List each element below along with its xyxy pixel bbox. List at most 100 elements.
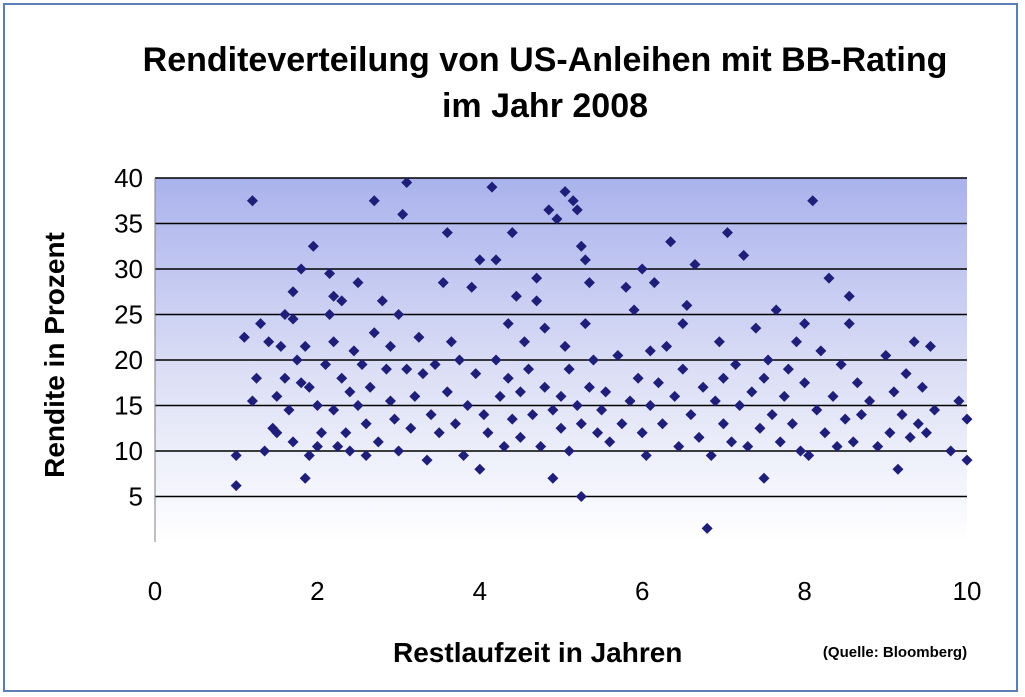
data-point — [884, 427, 896, 439]
data-point — [543, 204, 555, 216]
data-point — [486, 181, 498, 193]
data-point — [364, 381, 376, 393]
data-point — [624, 395, 636, 407]
y-tick-label: 30 — [114, 254, 143, 284]
data-point — [389, 413, 401, 425]
data-point — [851, 377, 863, 389]
chart-title-line-1: Renditeverteilung von US-Anleihen mit BB… — [142, 41, 948, 79]
data-point — [843, 318, 855, 330]
data-point — [401, 363, 413, 375]
data-point — [693, 431, 705, 443]
data-point — [417, 368, 429, 380]
data-point — [689, 258, 701, 270]
data-point — [348, 345, 360, 357]
data-point — [652, 377, 664, 389]
data-point — [563, 445, 575, 457]
data-point — [685, 409, 697, 421]
data-point — [498, 440, 510, 452]
data-point — [563, 363, 575, 375]
y-tick-label: 20 — [114, 345, 143, 375]
data-point — [961, 454, 973, 466]
data-point — [807, 195, 819, 207]
data-point — [644, 345, 656, 357]
data-point — [413, 331, 425, 343]
x-tick-label: 0 — [148, 576, 162, 606]
data-point — [726, 436, 738, 448]
data-point — [961, 413, 973, 425]
data-point — [555, 390, 567, 402]
x-tick-label: 8 — [797, 576, 811, 606]
data-point — [575, 418, 587, 430]
data-point — [750, 322, 762, 334]
data-point — [628, 304, 640, 316]
data-point — [271, 390, 283, 402]
data-point — [462, 400, 474, 411]
data-point — [510, 290, 522, 302]
data-point — [441, 386, 453, 398]
data-point — [908, 336, 920, 348]
data-point — [600, 386, 612, 398]
data-points — [230, 177, 973, 534]
data-point — [701, 522, 713, 534]
data-point — [360, 418, 372, 430]
data-point — [303, 381, 315, 393]
data-point — [311, 440, 323, 452]
data-point — [734, 400, 746, 411]
data-point — [681, 299, 693, 311]
data-point — [782, 363, 794, 375]
data-point — [466, 281, 478, 293]
x-tick-label: 10 — [953, 576, 982, 606]
x-tick-label: 6 — [635, 576, 649, 606]
data-point — [746, 386, 758, 398]
data-point — [279, 309, 291, 320]
data-point — [843, 290, 855, 302]
data-point — [449, 418, 461, 430]
data-point — [429, 359, 441, 371]
data-point — [717, 418, 729, 430]
data-point — [376, 295, 388, 307]
data-point — [279, 372, 291, 384]
data-point — [738, 249, 750, 261]
data-point — [579, 318, 591, 330]
data-point — [669, 390, 681, 402]
data-point — [287, 286, 299, 298]
y-tick-label: 5 — [129, 482, 143, 512]
data-point — [287, 313, 299, 325]
y-tick-label: 40 — [114, 163, 143, 193]
data-point — [352, 400, 364, 411]
data-point — [835, 359, 847, 371]
data-point — [786, 418, 798, 430]
data-point — [559, 186, 571, 198]
data-point — [900, 368, 912, 380]
data-point — [307, 240, 319, 252]
data-point — [571, 400, 583, 411]
data-point — [912, 418, 924, 430]
data-point — [612, 349, 624, 361]
data-point — [583, 381, 595, 393]
data-point — [356, 359, 368, 371]
data-point — [616, 418, 628, 430]
data-point — [770, 304, 782, 316]
data-point — [799, 377, 811, 389]
data-point — [559, 340, 571, 352]
data-point — [709, 395, 721, 407]
data-point — [458, 450, 470, 462]
data-point — [555, 422, 567, 434]
data-point — [380, 363, 392, 375]
data-point — [632, 372, 644, 384]
data-point — [677, 318, 689, 330]
x-tick-labels: 0 2 4 6 8 10 — [148, 576, 982, 606]
data-point — [819, 427, 831, 439]
data-point — [636, 427, 648, 439]
x-axis-label: Restlaufzeit in Jahren — [393, 637, 683, 668]
data-point — [490, 254, 502, 266]
data-point — [368, 327, 380, 339]
data-point — [730, 359, 742, 371]
data-point — [527, 409, 539, 421]
data-point — [929, 404, 941, 416]
data-point — [405, 422, 417, 434]
data-point — [336, 295, 348, 307]
data-point — [547, 472, 559, 484]
data-point — [259, 445, 271, 457]
data-point — [283, 404, 295, 416]
